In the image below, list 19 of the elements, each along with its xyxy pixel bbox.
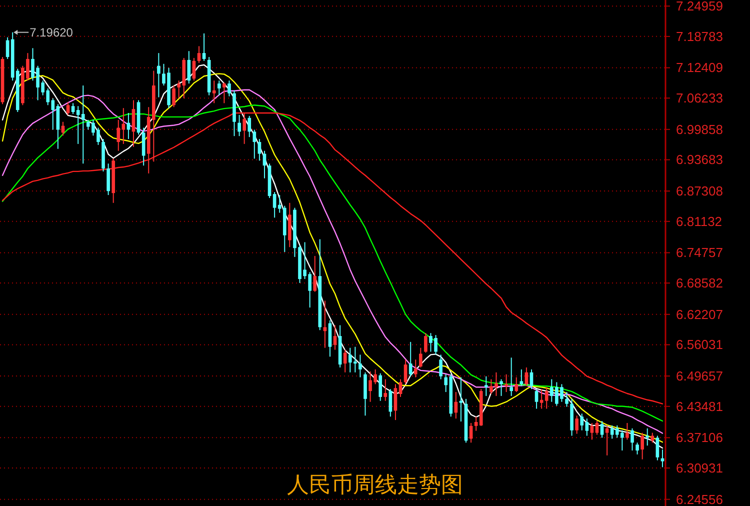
ytick: 6.56031 [676,337,723,352]
ytick: 6.24556 [676,492,723,506]
ytick: 6.74757 [676,245,723,260]
ytick: 6.49657 [676,368,723,384]
ytick: 7.24959 [676,0,723,14]
title: 人民币周线走势图 [287,473,463,498]
annotation: 7.19620 [30,25,73,40]
ytick: 6.99858 [676,122,723,137]
ytick: 6.30931 [676,460,723,476]
ytick: 6.87308 [676,184,723,199]
ytick: 6.62207 [676,306,723,322]
ytick: 6.68582 [676,276,723,291]
ytick: 6.81132 [676,214,722,229]
ytick: 6.37106 [676,430,723,446]
ytick: 7.18783 [676,28,723,44]
ytick: 6.43481 [676,398,723,414]
ytick: 7.12409 [676,60,723,76]
ytick: 6.93683 [676,152,723,168]
ytick: 7.06233 [676,90,723,106]
